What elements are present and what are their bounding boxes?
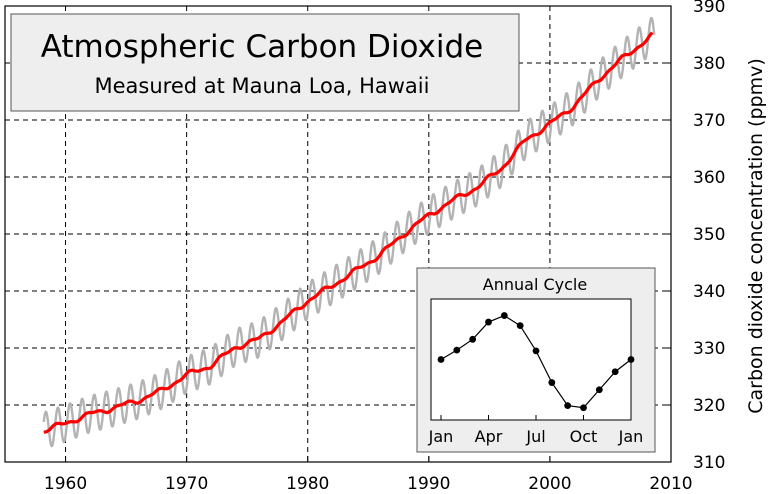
annual-average-line bbox=[43, 31, 654, 434]
inset-data-point bbox=[595, 386, 603, 394]
inset-data-point bbox=[548, 379, 556, 386]
chart-subtitle: Measured at Mauna Loa, Hawaii bbox=[95, 74, 430, 98]
inset-data-point bbox=[611, 368, 619, 376]
x-tick-label: 1990 bbox=[407, 474, 450, 494]
inset-data-point bbox=[564, 402, 572, 409]
chart-title: Atmospheric Carbon Dioxide bbox=[41, 29, 484, 65]
data-series bbox=[42, 16, 656, 448]
inset-data-point bbox=[627, 356, 635, 363]
y-tick-label: 340 bbox=[693, 282, 725, 302]
x-tick-label: 1980 bbox=[286, 474, 329, 494]
inset-axis-ticks: Jan Apr Jul Oct Jan bbox=[428, 415, 644, 446]
y-axis-ticks: 310 320 330 340 350 360 370 380 390 bbox=[665, 0, 725, 473]
inset-tick-label: Jan bbox=[428, 427, 454, 446]
inset-data-point bbox=[437, 356, 445, 363]
inset-series bbox=[437, 312, 635, 412]
inset-data-point bbox=[580, 404, 587, 412]
inset-data-point bbox=[516, 322, 524, 330]
x-tick-label: 1970 bbox=[165, 474, 208, 494]
monthly-co2-line bbox=[42, 16, 656, 448]
x-tick-label: 1960 bbox=[44, 474, 87, 494]
y-tick-label: 350 bbox=[693, 225, 725, 245]
y-tick-label: 390 bbox=[693, 0, 725, 17]
inset-data-point bbox=[500, 312, 508, 319]
inset-data-point bbox=[532, 347, 540, 355]
x-tick-label: 2010 bbox=[649, 474, 692, 494]
inset-annual-cycle: Annual Cycle Jan Apr Jul Oct Jan bbox=[416, 267, 656, 453]
inset-tick-label: Jan bbox=[618, 427, 644, 446]
inset-tick-label: Jul bbox=[525, 427, 545, 446]
inset-data-point bbox=[485, 318, 492, 326]
y-tick-label: 360 bbox=[693, 168, 725, 188]
y-axis-label: Carbon dioxide concentration (ppmv) bbox=[745, 58, 767, 414]
inset-data-point bbox=[469, 335, 477, 343]
y-tick-label: 320 bbox=[693, 396, 725, 416]
title-box: Atmospheric Carbon Dioxide Measured at M… bbox=[10, 13, 520, 112]
inset-title: Annual Cycle bbox=[483, 275, 587, 294]
inset-frame bbox=[430, 298, 632, 421]
inset-tick-label: Oct bbox=[570, 427, 598, 446]
y-tick-label: 380 bbox=[693, 54, 725, 74]
x-axis-ticks: 1960 1970 1980 1990 2000 2010 bbox=[44, 456, 693, 494]
y-tick-label: 370 bbox=[693, 111, 725, 131]
y-tick-label: 330 bbox=[693, 339, 725, 359]
x-tick-label: 2000 bbox=[528, 474, 571, 494]
inset-tick-label: Apr bbox=[475, 427, 503, 446]
y-tick-label: 310 bbox=[693, 453, 725, 473]
inset-data-point bbox=[453, 346, 461, 354]
